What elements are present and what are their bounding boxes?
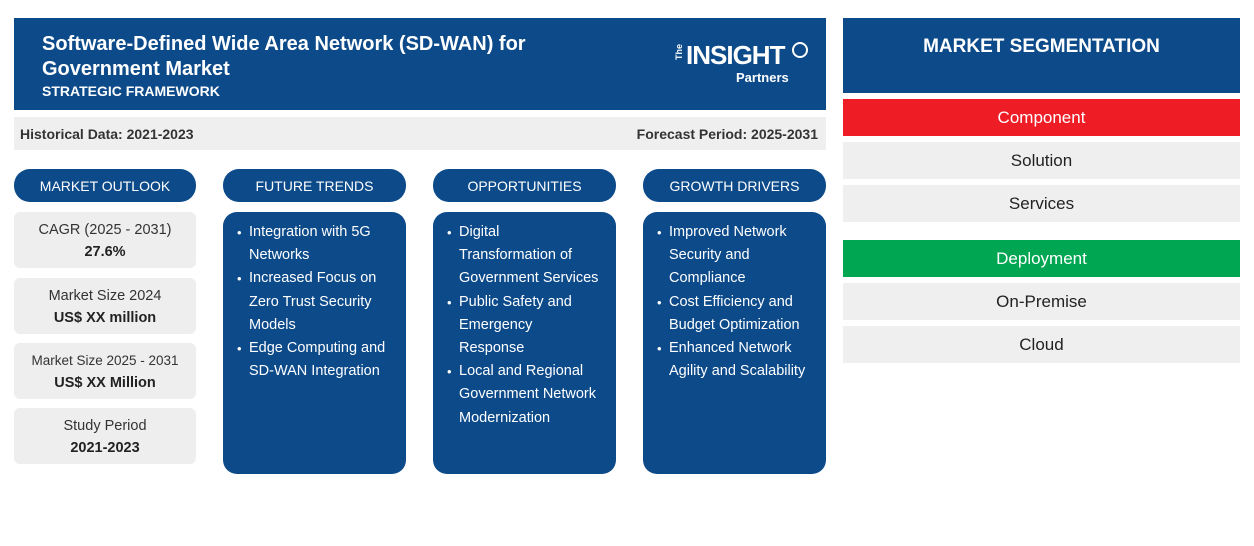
stat-label: CAGR (2025 - 2031) [38, 222, 172, 238]
stat-value: US$ XX Million [54, 375, 156, 391]
stat-value: US$ XX million [53, 310, 157, 326]
period-bar: Historical Data: 2021-2023 Forecast Peri… [14, 117, 826, 150]
historical-data: Historical Data: 2021-2023 [20, 126, 194, 142]
growth-drivers-heading: GROWTH DRIVERS [643, 169, 826, 202]
logo-ring-icon [792, 42, 808, 58]
forecast-period: Forecast Period: 2025-2031 [636, 126, 818, 142]
stat-cagr: CAGR (2025 - 2031) 27.6% [14, 212, 196, 268]
page-title: Software-Defined Wide Area Network (SD-W… [42, 33, 526, 80]
market-outlook-heading: MARKET OUTLOOK [14, 169, 196, 202]
segment-deployment: Deployment [843, 240, 1240, 277]
logo-main: INSIGHT [686, 40, 785, 70]
market-segmentation-heading: MARKET SEGMENTATION [843, 18, 1240, 93]
stat-study-period: Study Period 2021-2023 [14, 408, 196, 464]
segment-component: Component [843, 99, 1240, 136]
opportunities-heading: OPPORTUNITIES [433, 169, 616, 202]
insight-partners-logo: The INSIGHT Partners [674, 40, 810, 90]
stat-label: Study Period [63, 418, 147, 434]
stat-label: Market Size 2025 - 2031 [31, 353, 179, 368]
stat-market-size-2024: Market Size 2024 US$ XX million [14, 278, 196, 334]
segment-item-on-premise: On-Premise [843, 283, 1240, 320]
page-subtitle: STRATEGIC FRAMEWORK [42, 83, 220, 99]
segment-item-services: Services [843, 185, 1240, 222]
stat-value: 2021-2023 [70, 440, 140, 456]
future-trends-heading: FUTURE TRENDS [223, 169, 406, 202]
logo-the: The [674, 44, 684, 61]
logo-sub: Partners [736, 70, 789, 85]
stat-label: Market Size 2024 [48, 288, 162, 304]
stat-value: 27.6% [84, 244, 126, 260]
segment-item-cloud: Cloud [843, 326, 1240, 363]
stat-market-size-forecast: Market Size 2025 - 2031 US$ XX Million [14, 343, 196, 399]
header-banner: Software-Defined Wide Area Network (SD-W… [14, 18, 826, 110]
segment-item-solution: Solution [843, 142, 1240, 179]
